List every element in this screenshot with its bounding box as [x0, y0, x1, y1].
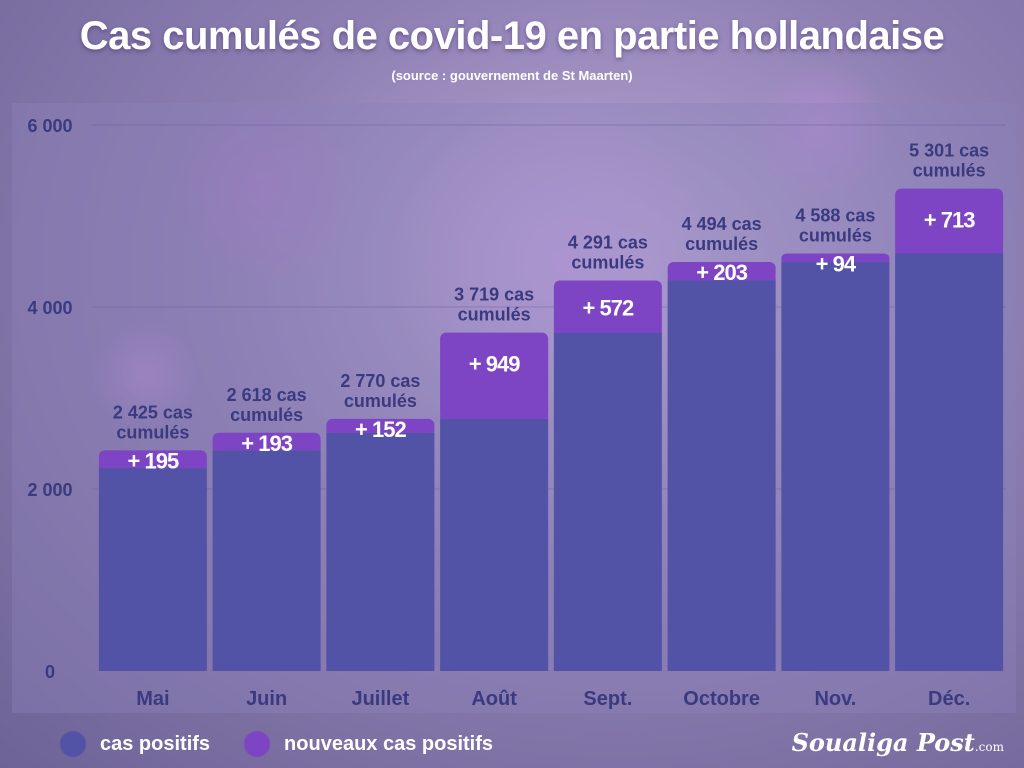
data-label-nouveaux-cas: + 572 — [583, 296, 634, 321]
legend-swatch-nouveaux-cas — [244, 731, 271, 757]
bar-nouveaux-cas-joint — [440, 414, 549, 419]
bar-nouveaux-cas-joint — [781, 258, 890, 263]
bar-cas-positifs — [212, 450, 321, 671]
bar-nouveaux-cas — [667, 262, 776, 281]
data-label-nouveaux-cas: + 195 — [128, 448, 179, 473]
data-label-total: 4 291 cas — [568, 233, 648, 253]
data-label-total: 5 301 cas — [909, 141, 989, 161]
bar-nouveaux-cas — [553, 280, 662, 333]
data-label-total: cumulés — [571, 253, 644, 273]
data-label-total: cumulés — [344, 391, 417, 411]
bar-cas-positifs — [895, 253, 1004, 671]
x-tick-label: Nov. — [814, 688, 856, 710]
bar-nouveaux-cas — [895, 188, 1004, 254]
data-label-total: 2 618 cas — [227, 385, 307, 405]
legend-item-nouveaux-cas: nouveaux cas positifs — [244, 731, 493, 757]
brand-name: Soualiga Post — [791, 728, 975, 757]
data-label-total: 3 719 cas — [454, 285, 534, 305]
y-tick-label: 4 000 — [27, 298, 72, 318]
brand-logo: Soualiga Post.com — [792, 728, 1004, 757]
brand-suffix: .com — [974, 740, 1004, 754]
bar-nouveaux-cas-joint — [667, 276, 776, 281]
bar-nouveaux-cas — [212, 432, 321, 451]
legend: cas positifs nouveaux cas positifs — [60, 728, 527, 760]
data-label-total: cumulés — [913, 161, 986, 181]
bar-nouveaux-cas-joint — [212, 446, 321, 451]
data-label-nouveaux-cas: + 713 — [924, 208, 975, 233]
bar-nouveaux-cas-joint — [326, 428, 435, 433]
y-tick-label: 0 — [45, 662, 55, 682]
bar-nouveaux-cas — [440, 332, 549, 419]
y-tick-label: 2 000 — [27, 480, 72, 500]
legend-swatch-cas-positifs — [60, 731, 86, 757]
bar-cas-positifs — [781, 262, 890, 671]
data-label-total: 4 494 cas — [682, 214, 762, 234]
data-label-nouveaux-cas: + 94 — [816, 251, 857, 276]
x-tick-label: Juillet — [351, 688, 409, 710]
chart-subtitle: (source : gouvernement de St Maarten) — [391, 68, 633, 83]
data-label-nouveaux-cas: + 193 — [241, 431, 292, 456]
bar-cas-positifs — [667, 280, 776, 671]
legend-item-cas-positifs: cas positifs — [60, 731, 210, 757]
data-label-total: 2 425 cas — [113, 402, 193, 422]
x-tick-label: Sept. — [583, 688, 632, 710]
x-tick-label: Août — [471, 688, 517, 710]
legend-label-cas-positifs: cas positifs — [100, 732, 211, 755]
x-tick-label: Juin — [246, 688, 287, 710]
data-label-nouveaux-cas: + 152 — [355, 417, 406, 442]
x-tick-label: Déc. — [928, 688, 970, 710]
chart-title: Cas cumulés de covid-19 en partie hollan… — [79, 14, 945, 58]
data-label-total: cumulés — [116, 422, 189, 442]
data-label-total: cumulés — [230, 405, 303, 425]
data-label-total: cumulés — [458, 305, 531, 325]
data-label-total: cumulés — [799, 225, 872, 245]
bar-nouveaux-cas — [98, 450, 207, 469]
bar-nouveaux-cas-joint — [895, 249, 1004, 254]
data-label-nouveaux-cas: + 203 — [696, 260, 747, 285]
y-tick-label: 6 000 — [27, 116, 72, 136]
data-label-total: 4 588 cas — [795, 205, 875, 225]
data-label-nouveaux-cas: + 949 — [469, 352, 520, 377]
data-label-total: 2 770 cas — [340, 371, 420, 391]
data-label-total: cumulés — [685, 234, 758, 254]
x-tick-label: Octobre — [683, 688, 760, 710]
bar-nouveaux-cas-joint — [98, 464, 207, 469]
bar-cas-positifs — [553, 332, 662, 671]
bar-cas-positifs — [98, 468, 207, 671]
bar-cas-positifs — [326, 432, 435, 671]
bar-cas-positifs — [440, 418, 549, 671]
x-tick-label: Mai — [136, 688, 169, 710]
legend-label-nouveaux-cas: nouveaux cas positifs — [284, 732, 494, 755]
bar-nouveaux-cas-joint — [553, 328, 662, 333]
